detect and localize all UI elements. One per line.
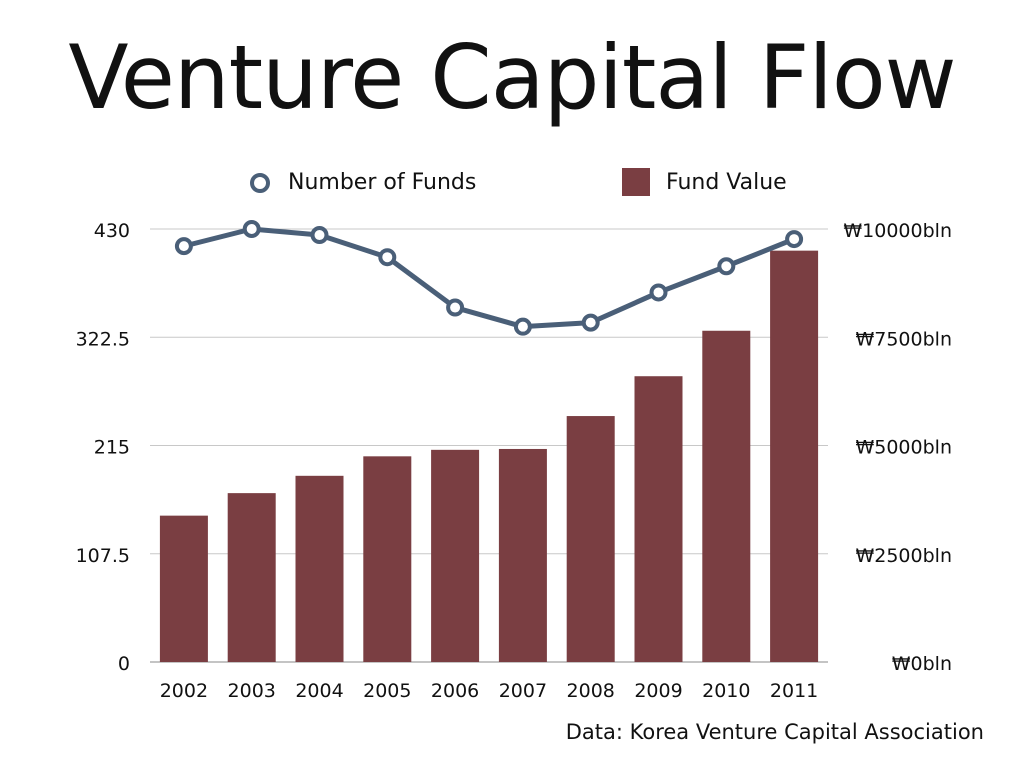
legend-item-fund-value: Fund Value bbox=[622, 166, 787, 198]
y-left-tick-label: 322.5 bbox=[76, 328, 130, 350]
y-left-tick-label: 0 bbox=[118, 653, 130, 675]
y-right-tick-label: ₩5000bln bbox=[855, 437, 952, 459]
y-left-tick-label: 430 bbox=[94, 220, 130, 242]
x-tick-label: 2010 bbox=[702, 680, 750, 702]
x-tick-label: 2004 bbox=[295, 680, 343, 702]
point-number-of-funds bbox=[581, 313, 600, 332]
point-number-of-funds bbox=[513, 317, 532, 336]
page-title: Venture Capital Flow bbox=[68, 26, 956, 129]
legend-label-fund-value: Fund Value bbox=[666, 169, 787, 195]
y-right-tick-label: ₩7500bln bbox=[855, 328, 952, 350]
legend-line-marker bbox=[246, 169, 272, 195]
bar-fund-value bbox=[295, 475, 344, 662]
x-tick-label: 2003 bbox=[228, 680, 276, 702]
bar-fund-value bbox=[770, 250, 819, 662]
point-number-of-funds bbox=[310, 226, 329, 245]
point-number-of-funds bbox=[242, 220, 261, 238]
x-tick-label: 2011 bbox=[770, 680, 818, 702]
bar-fund-value bbox=[498, 448, 547, 662]
bar-fund-value bbox=[159, 515, 208, 662]
point-number-of-funds bbox=[649, 283, 668, 302]
y-right-tick-label: ₩2500bln bbox=[855, 545, 952, 567]
legend-bar-swatch bbox=[622, 168, 650, 196]
y-right-tick-label: ₩0bln bbox=[892, 653, 952, 675]
x-tick-label: 2009 bbox=[634, 680, 682, 702]
x-tick-label: 2007 bbox=[499, 680, 547, 702]
bar-fund-value bbox=[363, 456, 412, 662]
y-left-tick-label: 107.5 bbox=[76, 545, 130, 567]
point-number-of-funds bbox=[378, 248, 397, 267]
x-tick-label: 2002 bbox=[160, 680, 208, 702]
data-source-note: Data: Korea Venture Capital Association bbox=[565, 720, 984, 744]
bar-fund-value bbox=[566, 416, 615, 662]
bar-fund-value bbox=[702, 330, 751, 662]
y-left-tick-label: 215 bbox=[94, 437, 130, 459]
point-number-of-funds bbox=[174, 237, 193, 256]
legend-label-number-of-funds: Number of Funds bbox=[288, 169, 477, 195]
x-tick-label: 2006 bbox=[431, 680, 479, 702]
point-number-of-funds bbox=[785, 230, 804, 249]
series-line-number-of-funds bbox=[183, 226, 796, 330]
bar-fund-value bbox=[634, 376, 683, 662]
x-tick-label: 2008 bbox=[567, 680, 615, 702]
point-number-of-funds bbox=[446, 298, 465, 317]
y-right-tick-label: ₩10000bln bbox=[843, 220, 952, 242]
legend-item-number-of-funds: Number of Funds bbox=[246, 166, 476, 198]
bar-fund-value bbox=[227, 493, 276, 662]
x-tick-label: 2005 bbox=[363, 680, 411, 702]
bar-fund-value bbox=[431, 449, 480, 662]
point-number-of-funds bbox=[717, 257, 736, 276]
